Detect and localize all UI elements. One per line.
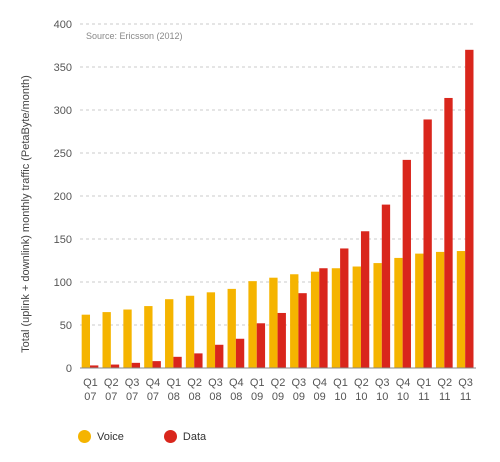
bar-voice-6	[206, 292, 216, 368]
bars	[81, 49, 474, 369]
x-tick-year: 09	[293, 391, 305, 403]
bar-voice-16	[415, 253, 424, 368]
y-tick-label: 350	[54, 62, 72, 74]
y-tick-label: 50	[60, 320, 72, 332]
bar-voice-9	[269, 277, 278, 368]
x-tick-quarter: Q1	[250, 377, 265, 389]
x-tick-year: 07	[147, 391, 159, 403]
bar-voice-10	[290, 274, 299, 368]
bar-data-7	[235, 338, 245, 368]
x-tick-quarter: Q1	[417, 377, 432, 389]
bar-data-8	[256, 323, 266, 368]
legend-item-voice: Voice	[78, 430, 124, 443]
x-tick-quarter: Q1	[166, 377, 181, 389]
bar-data-3	[152, 361, 161, 368]
bar-data-2	[131, 362, 141, 368]
bar-voice-5	[185, 295, 195, 368]
bar-data-17	[444, 97, 453, 369]
x-tick-quarter: Q4	[146, 377, 161, 389]
x-tick-year: 10	[355, 391, 367, 403]
y-tick-label: 0	[66, 363, 72, 375]
y-tick-label: 250	[54, 148, 72, 160]
gridlines	[80, 23, 476, 326]
x-tick-year: 11	[439, 391, 450, 403]
x-tick-year: 08	[209, 391, 221, 403]
bar-voice-2	[123, 309, 132, 368]
x-tick-quarter: Q2	[187, 377, 202, 389]
bar-voice-3	[144, 306, 153, 368]
bar-voice-7	[227, 288, 236, 368]
x-tick-quarter: Q3	[125, 377, 140, 389]
x-tick-quarter: Q3	[208, 377, 223, 389]
legend-label-voice: Voice	[97, 430, 124, 443]
x-tick-quarter: Q2	[271, 377, 286, 389]
x-tick-quarter: Q4	[396, 377, 411, 389]
x-tick-quarter: Q3	[375, 377, 390, 389]
bar-data-16	[423, 119, 432, 369]
bar-data-11	[319, 268, 328, 368]
bar-data-15	[402, 159, 411, 368]
y-tick-label: 200	[54, 191, 72, 203]
x-tick-year: 09	[314, 391, 326, 403]
x-tick-year: 07	[105, 391, 117, 403]
bar-data-18	[465, 49, 474, 369]
bar-voice-4	[165, 299, 174, 368]
bar-voice-14	[373, 263, 382, 368]
x-tick-year: 10	[397, 391, 409, 403]
x-tick-year: 08	[230, 391, 242, 403]
bar-voice-11	[310, 271, 320, 368]
x-tick-year: 08	[189, 391, 201, 403]
x-tick-quarter: Q2	[437, 377, 452, 389]
bar-voice-18	[456, 251, 466, 368]
x-tick-quarter: Q4	[229, 377, 244, 389]
y-axis-label: Total (uplink + downlink) monthly traffi…	[20, 75, 32, 353]
legend: Voice Data	[78, 430, 206, 443]
legend-label-data: Data	[182, 430, 207, 443]
bar-data-1	[110, 364, 120, 368]
x-tick-quarter: Q1	[333, 377, 348, 389]
bar-voice-17	[435, 251, 445, 368]
bar-data-13	[360, 231, 370, 368]
bar-voice-15	[394, 257, 403, 368]
y-tick-label: 100	[54, 277, 72, 289]
bar-data-6	[215, 344, 224, 368]
x-tick-year: 10	[334, 391, 346, 403]
x-tick-year: 11	[418, 391, 429, 403]
x-tick-year: 07	[126, 391, 138, 403]
y-axis-ticks: 0 50 100 150 200 250 300 350 400	[54, 19, 72, 375]
bar-voice-0	[81, 314, 91, 368]
x-axis-ticks: Q1 07 Q2 07 Q3 07 Q4 07 Q1 08 Q2 08 Q3 08 Q4 08 Q1 09 Q2 09…	[83, 377, 473, 403]
bar-data-14	[381, 204, 391, 368]
x-tick-year: 07	[84, 391, 96, 403]
y-tick-label: 400	[54, 19, 72, 31]
bar-data-4	[173, 356, 182, 368]
data-swatch-icon	[163, 430, 177, 443]
bar-data-9	[277, 312, 286, 368]
x-tick-quarter: Q2	[354, 377, 369, 389]
y-tick-label: 150	[54, 234, 72, 246]
voice-swatch-icon	[78, 430, 91, 443]
x-tick-quarter: Q3	[458, 377, 473, 389]
bar-data-12	[340, 248, 349, 368]
traffic-bar-chart: 0 50 100 150 200 250 300 350 400 Q1 07 Q2 07 Q3 07 Q4 0…	[20, 19, 476, 403]
bar-data-10	[298, 293, 307, 368]
bar-voice-12	[331, 268, 341, 368]
x-tick-quarter: Q1	[83, 377, 98, 389]
bar-voice-13	[352, 266, 361, 368]
x-tick-quarter: Q4	[312, 377, 327, 389]
x-tick-quarter: Q2	[104, 377, 119, 389]
x-tick-year: 08	[168, 391, 180, 403]
bar-data-0	[90, 365, 99, 368]
y-tick-label: 300	[54, 105, 72, 117]
x-tick-year: 10	[376, 391, 388, 403]
x-tick-year: 09	[251, 391, 263, 403]
x-tick-year: 09	[272, 391, 284, 403]
x-tick-quarter: Q3	[291, 377, 306, 389]
x-tick-year: 11	[460, 391, 471, 403]
bar-voice-1	[102, 312, 111, 368]
source-note: Source: Ericsson (2012)	[86, 31, 183, 41]
bar-data-5	[194, 353, 203, 368]
legend-item-data: Data	[163, 430, 207, 443]
bar-voice-8	[248, 281, 257, 368]
